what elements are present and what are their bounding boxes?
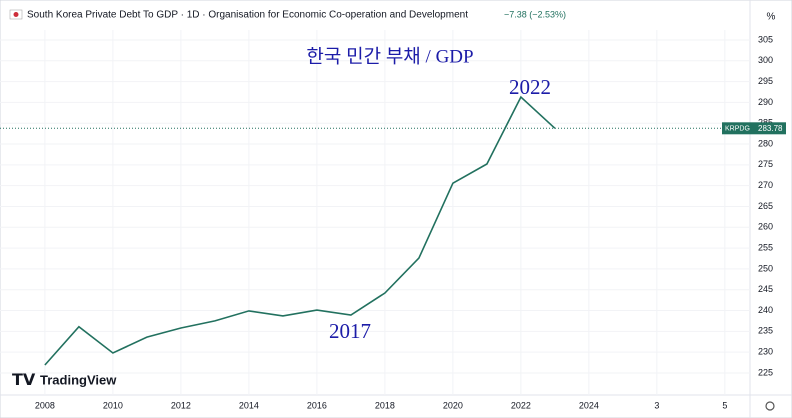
x-tick-label: 2014 [239, 400, 259, 410]
symbol-label: KRPDG [725, 126, 750, 133]
x-tick-label: 2008 [35, 400, 55, 410]
x-tick-label: 3 [654, 400, 659, 410]
x-tick-label: 2024 [579, 400, 599, 410]
y-tick-label: 270 [758, 180, 773, 190]
logo: TradingView [40, 372, 117, 387]
y-tick-label: 260 [758, 222, 773, 232]
settings-button[interactable] [765, 401, 775, 411]
y-tick-label: 295 [758, 76, 773, 86]
y-tick-label: 230 [758, 347, 773, 357]
line [44, 95, 556, 366]
x-tick-label: 2012 [171, 400, 191, 410]
y-tick-label: 235 [758, 326, 773, 336]
x-tick-label: 2020 [443, 400, 463, 410]
y-tick-label: 300 [758, 55, 773, 65]
annotation: 한국 민간 부채 / GDP [306, 45, 473, 67]
y-tick-label: 240 [758, 305, 773, 315]
y-tick-label: 275 [758, 159, 773, 169]
grid [0, 30, 750, 395]
percent-button[interactable]: % [767, 12, 776, 23]
x-tick-label: 5 [722, 400, 727, 410]
x-tick-label: 2022 [511, 400, 531, 410]
price-tag [722, 122, 786, 135]
y-tick-label: 245 [758, 284, 773, 294]
y-tick-label: 250 [758, 263, 773, 273]
x-tick-label: 2010 [103, 400, 123, 410]
y-tick-label: 290 [758, 97, 773, 107]
y-tick-label: 305 [758, 34, 773, 44]
y-tick-label: 225 [758, 367, 773, 377]
y-tick-label: 265 [758, 201, 773, 211]
annotation: 2017 [329, 319, 371, 343]
chart-title: South Korea Private Debt To GDP · 1D · O… [27, 10, 468, 21]
x-tick-label: 2018 [375, 400, 395, 410]
y-tick-label: 255 [758, 242, 773, 252]
change: −7.38 (−2.53%) [504, 9, 566, 19]
x-tick-label: 2016 [307, 400, 327, 410]
annotation: 2022 [509, 75, 551, 99]
flag-icon [13, 12, 19, 17]
y-tick-label: 280 [758, 138, 773, 148]
logo-mark: 𝗧𝗩 [12, 372, 36, 389]
value-label: 283.78 [758, 124, 783, 133]
